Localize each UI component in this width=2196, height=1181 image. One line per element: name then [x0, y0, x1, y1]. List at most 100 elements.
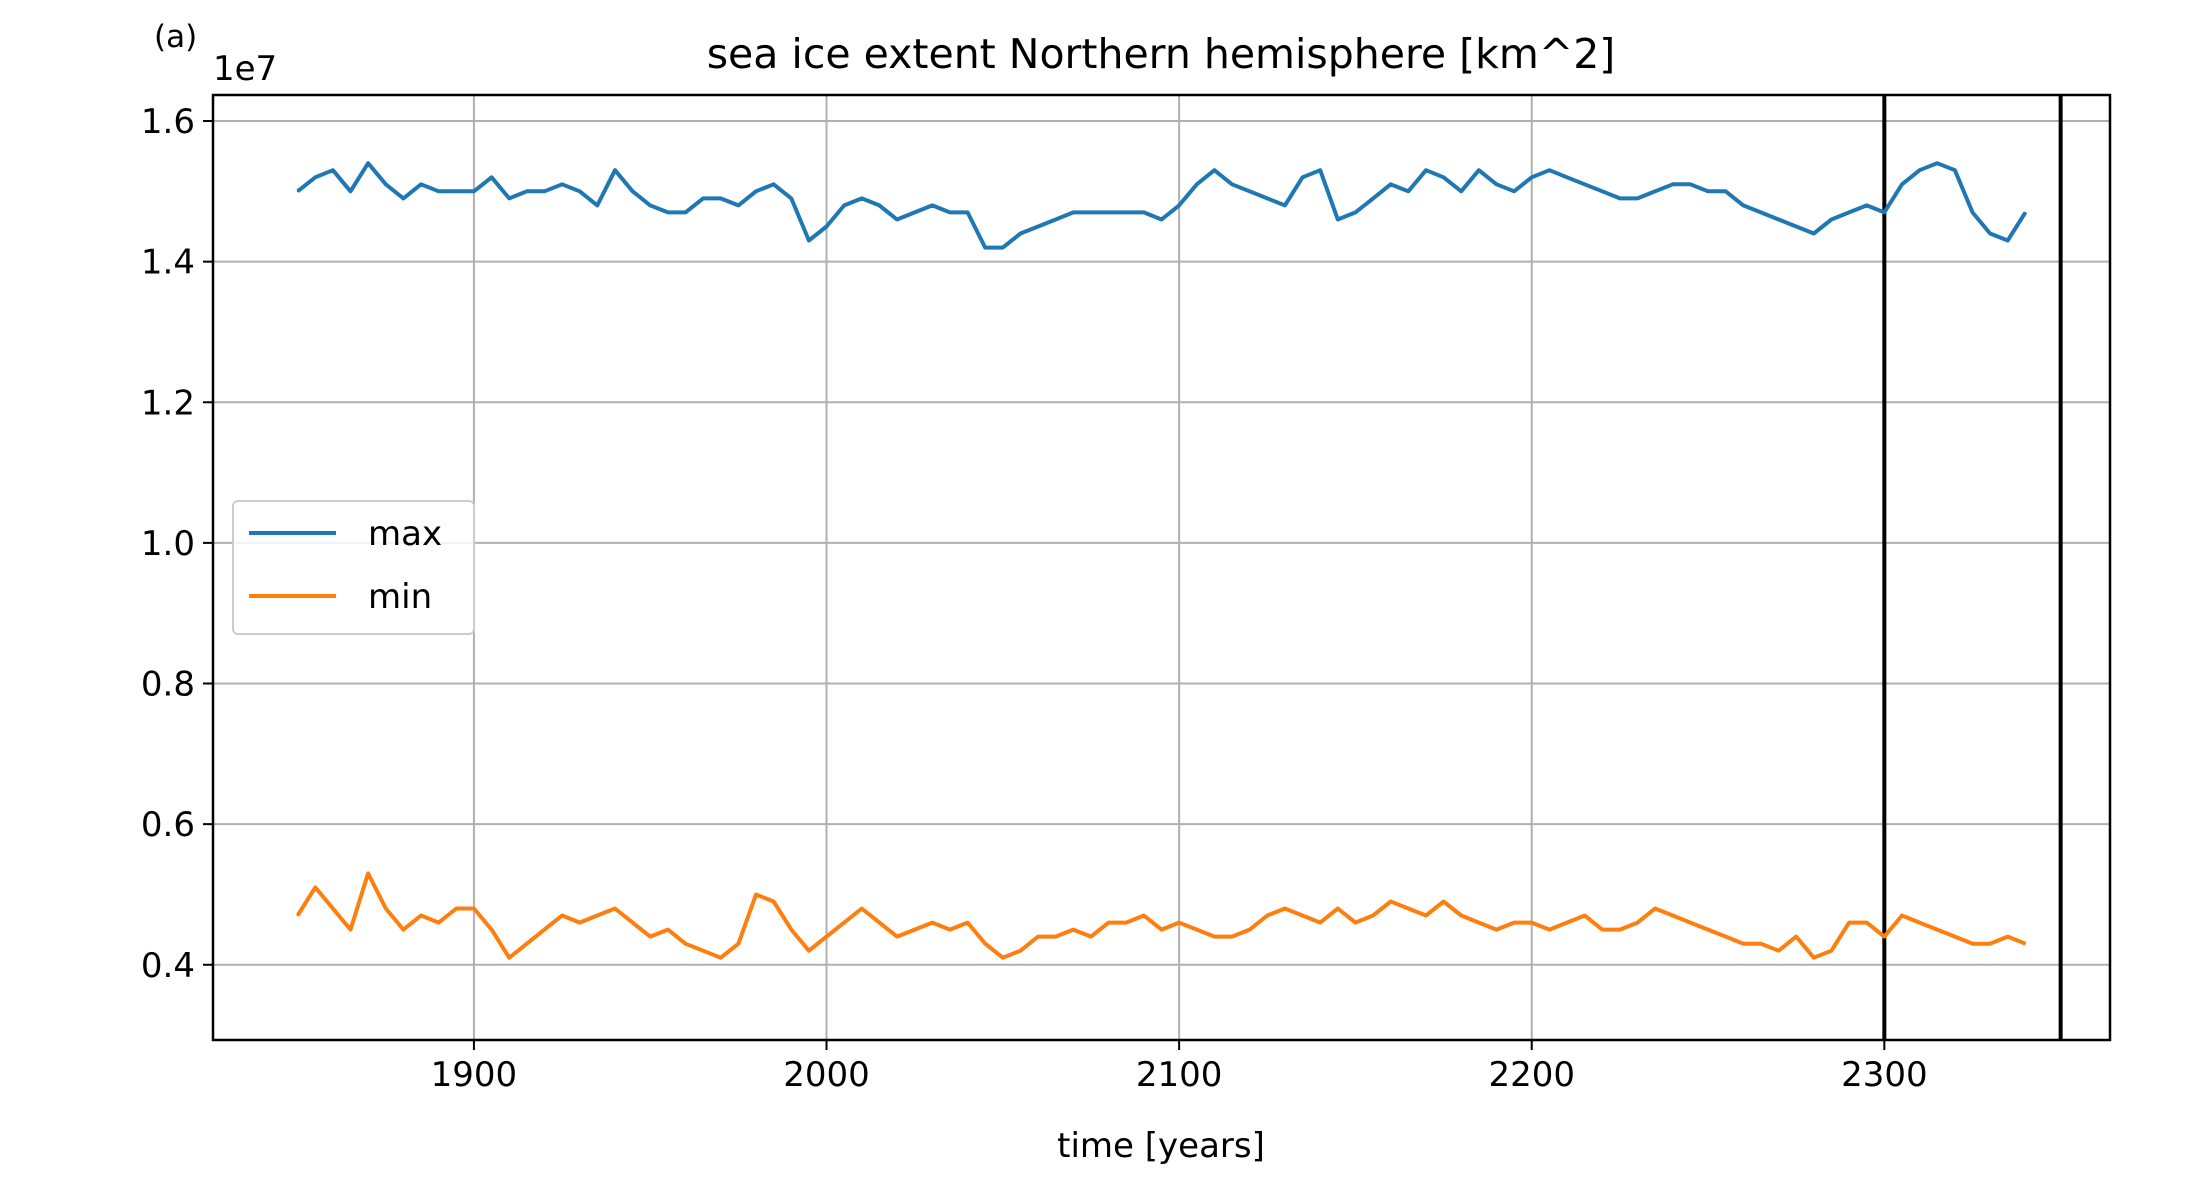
- grid: [213, 95, 2110, 1040]
- data-point-min: [825, 935, 828, 938]
- data-point-min: [508, 956, 510, 959]
- data-point-max: [296, 190, 299, 193]
- data-point-max: [984, 246, 986, 249]
- data-point-max: [1002, 246, 1004, 249]
- data-point-min: [1107, 921, 1110, 924]
- y-tick-label: 1.4: [141, 243, 195, 283]
- data-point-max: [1054, 218, 1057, 221]
- data-point-min: [1090, 935, 1092, 938]
- data-point-max: [473, 190, 475, 193]
- data-point-min: [1566, 921, 1568, 924]
- data-point-min: [2006, 935, 2009, 938]
- y-tick-label: 0.4: [141, 946, 195, 986]
- data-point-max: [526, 190, 528, 193]
- x-tick-label: 2100: [1136, 1055, 1223, 1095]
- data-point-max: [384, 183, 387, 186]
- legend: max min: [232, 500, 475, 635]
- data-point-min: [931, 921, 934, 924]
- data-point-max: [1460, 190, 1463, 193]
- data-point-max: [878, 204, 881, 207]
- data-point-max: [1072, 211, 1075, 214]
- y-tick-label: 0.6: [141, 805, 195, 845]
- data-point-min: [790, 928, 793, 931]
- data-point-max: [1107, 211, 1110, 214]
- y-tick-label: 0.8: [141, 665, 195, 705]
- series-line-max: [296, 161, 2028, 250]
- y-tick-label: 1.0: [141, 524, 195, 564]
- data-point-max: [667, 211, 669, 214]
- data-point-min: [1777, 949, 1780, 952]
- data-point-min: [1125, 921, 1128, 924]
- data-point-min: [614, 907, 616, 910]
- data-point-min: [1460, 914, 1463, 917]
- data-point-min: [1901, 914, 1903, 917]
- series-line-min: [295, 871, 2027, 960]
- data-point-max: [420, 183, 422, 186]
- data-point-min: [1636, 921, 1639, 924]
- data-point-max: [1583, 183, 1586, 186]
- data-point-min: [455, 907, 458, 910]
- data-point-min: [1301, 914, 1304, 917]
- chart-title: sea ice extent Northern hemisphere [km^2…: [707, 30, 1616, 78]
- data-point-min: [1160, 928, 1163, 931]
- data-point-max: [843, 204, 845, 207]
- data-point-min: [1213, 935, 1216, 938]
- x-tick-label: 2200: [1488, 1055, 1575, 1095]
- data-point-min: [490, 928, 493, 931]
- data-point-max: [1019, 232, 1022, 235]
- data-point-min: [1178, 921, 1180, 924]
- data-point-max: [755, 190, 757, 193]
- data-point-min: [702, 949, 704, 952]
- y-offset-label: 1e7: [213, 49, 277, 89]
- data-point-min: [649, 935, 652, 938]
- data-point-min: [1707, 928, 1709, 931]
- data-point-max: [1830, 218, 1833, 221]
- data-point-max: [931, 204, 934, 207]
- data-point-min: [1989, 942, 1991, 945]
- data-point-min: [1495, 928, 1498, 931]
- data-point-max: [1671, 183, 1674, 186]
- data-point-max: [614, 169, 616, 172]
- data-point-min: [578, 921, 581, 924]
- x-tick-label: 2000: [783, 1055, 870, 1095]
- data-point-min: [526, 942, 528, 945]
- data-point-max: [1231, 183, 1233, 186]
- data-point-min: [966, 921, 969, 924]
- y-axis: 0.4 0.6 0.8 1.0 1.2 1.4 1.6: [141, 102, 213, 986]
- data-point-min: [561, 914, 563, 917]
- data-point-min: [1654, 907, 1656, 910]
- data-point-min: [1248, 928, 1251, 931]
- data-point-max: [1883, 211, 1886, 214]
- data-point-max: [1760, 211, 1762, 214]
- data-point-min: [1478, 921, 1480, 924]
- data-point-max: [1936, 162, 1939, 165]
- data-point-max: [1284, 204, 1286, 207]
- data-point-min: [843, 921, 845, 924]
- data-point-min: [1143, 914, 1145, 917]
- data-point-min: [1037, 935, 1039, 938]
- data-point-min: [1002, 956, 1004, 959]
- data-point-max: [2024, 211, 2027, 214]
- data-point-max: [508, 197, 510, 200]
- data-point-max: [1566, 176, 1568, 179]
- data-point-max: [1425, 169, 1427, 172]
- data-point-min: [1284, 907, 1286, 910]
- data-point-min: [1848, 921, 1850, 924]
- data-point-min: [1671, 914, 1674, 917]
- data-point-min: [1883, 935, 1886, 938]
- data-point-min: [860, 907, 863, 910]
- data-point-max: [1707, 190, 1709, 193]
- data-point-max: [1918, 169, 1921, 172]
- data-point-min: [1971, 942, 1974, 945]
- data-point-min: [1954, 935, 1956, 938]
- panel-label: (a): [154, 19, 197, 55]
- data-point-max: [1266, 197, 1269, 200]
- data-point-max: [1548, 169, 1551, 172]
- data-point-max: [772, 183, 775, 186]
- data-point-min: [1936, 928, 1939, 931]
- data-point-min: [1760, 942, 1762, 945]
- data-point-max: [1160, 218, 1163, 221]
- data-point-min: [1813, 956, 1815, 959]
- data-point-max: [1125, 211, 1128, 214]
- x-axis-label: time [years]: [1057, 1126, 1265, 1166]
